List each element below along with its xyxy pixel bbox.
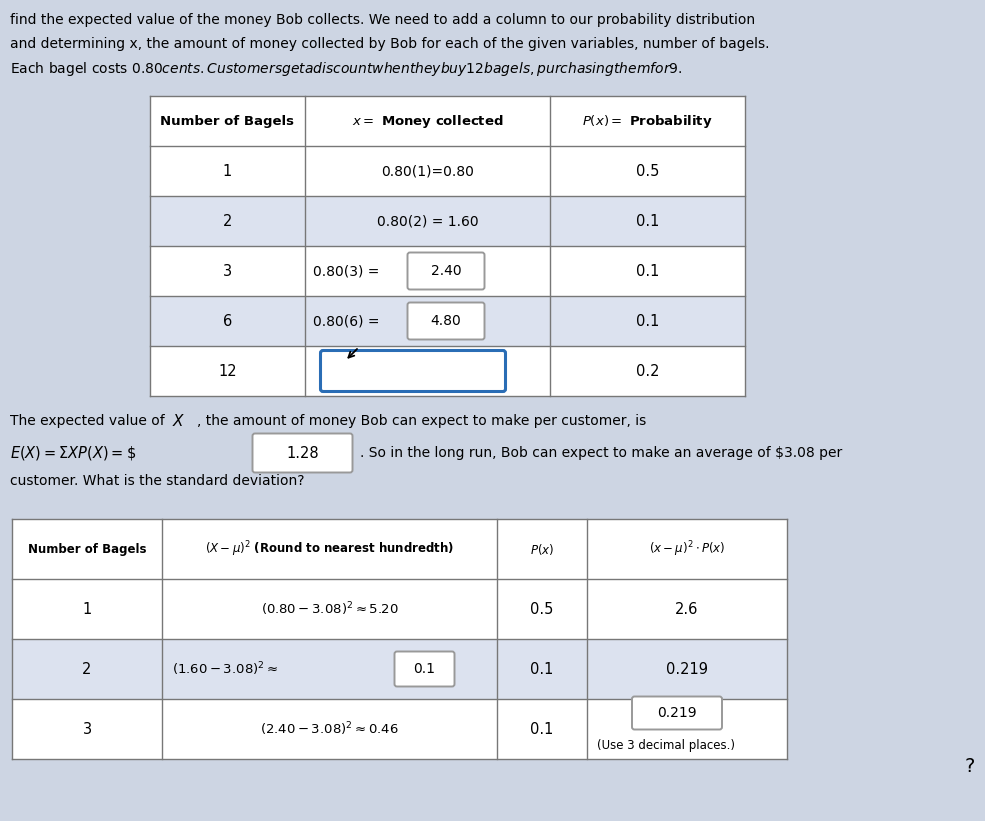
Text: 0.219: 0.219 — [657, 706, 696, 720]
Text: 0.1: 0.1 — [635, 264, 659, 278]
Text: Number of Bagels: Number of Bagels — [161, 114, 295, 127]
Text: 0.1: 0.1 — [414, 662, 435, 676]
Bar — [150, 296, 745, 346]
Text: customer. What is the standard deviation?: customer. What is the standard deviation… — [10, 474, 304, 488]
Text: , the amount of money Bob can expect to make per customer, is: , the amount of money Bob can expect to … — [197, 414, 646, 428]
Text: ?: ? — [964, 756, 975, 776]
FancyBboxPatch shape — [632, 696, 722, 730]
Text: 0.1: 0.1 — [635, 213, 659, 228]
Text: $(0.80 - 3.08)^2 \approx 5.20$: $(0.80 - 3.08)^2 \approx 5.20$ — [261, 600, 398, 617]
Text: 0.80(1)=0.80: 0.80(1)=0.80 — [381, 164, 474, 178]
Text: 0.5: 0.5 — [635, 163, 659, 178]
Text: $X$: $X$ — [172, 413, 185, 429]
Text: Each bagel costs $0.80 cents. Customers get a discount when they buy 12 bagels, : Each bagel costs $0.80 cents. Customers … — [10, 60, 683, 78]
FancyBboxPatch shape — [395, 652, 454, 686]
Bar — [150, 96, 745, 396]
Text: 4.80: 4.80 — [430, 314, 461, 328]
FancyBboxPatch shape — [408, 302, 485, 340]
Text: 2: 2 — [223, 213, 232, 228]
Text: 12: 12 — [219, 364, 236, 378]
FancyBboxPatch shape — [408, 253, 485, 290]
Text: 3: 3 — [223, 264, 232, 278]
Text: 0.1: 0.1 — [530, 722, 554, 736]
Text: $(1.60 - 3.08)^2 \approx$: $(1.60 - 3.08)^2 \approx$ — [172, 660, 279, 678]
Text: $(X-\mu)^2$ (Round to nearest hundredth): $(X-\mu)^2$ (Round to nearest hundredth) — [205, 539, 454, 559]
Text: 0.2: 0.2 — [635, 364, 659, 378]
Text: $P(x)$: $P(x)$ — [530, 542, 555, 557]
Text: 0.80(3) =: 0.80(3) = — [313, 264, 384, 278]
Bar — [150, 196, 745, 246]
Text: 0.5: 0.5 — [530, 602, 554, 617]
Text: 0.1: 0.1 — [530, 662, 554, 677]
Text: 0.80(6) =: 0.80(6) = — [313, 314, 384, 328]
Text: 1: 1 — [83, 602, 92, 617]
Text: 0.219: 0.219 — [666, 662, 708, 677]
Text: 3: 3 — [83, 722, 92, 736]
Text: 0.80(2) = 1.60: 0.80(2) = 1.60 — [376, 214, 479, 228]
Text: $P(x) = $ Probability: $P(x) = $ Probability — [582, 112, 713, 130]
Text: Number of Bagels: Number of Bagels — [28, 543, 146, 556]
Text: $(x-\mu)^2 \cdot P(x)$: $(x-\mu)^2 \cdot P(x)$ — [649, 539, 725, 559]
Text: . So in the long run, Bob can expect to make an average of $3.08 per: . So in the long run, Bob can expect to … — [360, 446, 842, 460]
Text: 1.28: 1.28 — [287, 446, 319, 461]
FancyBboxPatch shape — [320, 351, 505, 392]
Text: and determining x, the amount of money collected by Bob for each of the given va: and determining x, the amount of money c… — [10, 36, 769, 51]
Text: $E(X) = \Sigma XP(X) = \$$: $E(X) = \Sigma XP(X) = \$$ — [10, 444, 136, 462]
Text: 1: 1 — [223, 163, 232, 178]
Text: 2: 2 — [83, 662, 92, 677]
Bar — [12, 639, 787, 699]
Text: The expected value of: The expected value of — [10, 414, 169, 428]
FancyBboxPatch shape — [252, 433, 353, 473]
Text: (Use 3 decimal places.): (Use 3 decimal places.) — [597, 739, 735, 751]
Text: find the expected value of the money Bob collects. We need to add a column to ou: find the expected value of the money Bob… — [10, 13, 755, 27]
Text: $(2.40 - 3.08)^2 \approx 0.46$: $(2.40 - 3.08)^2 \approx 0.46$ — [260, 720, 399, 738]
Text: $x = $ Money collected: $x = $ Money collected — [352, 112, 503, 130]
Bar — [12, 519, 787, 759]
Text: 2.40: 2.40 — [430, 264, 461, 278]
Text: 0.1: 0.1 — [635, 314, 659, 328]
Text: 6: 6 — [223, 314, 232, 328]
Text: 2.6: 2.6 — [676, 602, 698, 617]
